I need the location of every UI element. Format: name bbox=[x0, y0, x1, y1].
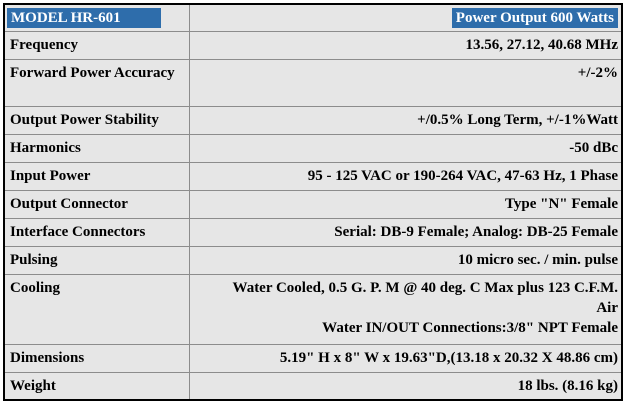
row-value: 13.56, 27.12, 40.68 MHz bbox=[188, 30, 623, 60]
table-row: Harmonics -50 dBc bbox=[3, 133, 623, 163]
header-row: MODEL HR-601 Power Output 600 Watts bbox=[3, 3, 623, 32]
row-value: 10 micro sec. / min. pulse bbox=[188, 245, 623, 275]
power-output-title[interactable]: Power Output 600 Watts bbox=[451, 8, 618, 28]
row-label: Interface Connectors bbox=[3, 217, 190, 247]
table-row: Frequency 13.56, 27.12, 40.68 MHz bbox=[3, 30, 623, 60]
table-row: Output Connector Type "N" Female bbox=[3, 189, 623, 219]
row-label: Pulsing bbox=[3, 245, 190, 275]
row-value: Type "N" Female bbox=[188, 189, 623, 219]
table-row: Pulsing 10 micro sec. / min. pulse bbox=[3, 245, 623, 275]
cooling-line: Water IN/OUT Connections:3/8" NPT Female bbox=[322, 319, 618, 336]
cooling-line: Water Cooled, 0.5 G. P. M @ 40 deg. C Ma… bbox=[232, 279, 618, 296]
row-value: +/0.5% Long Term, +/-1%Watt bbox=[188, 105, 623, 135]
row-value: 95 - 125 VAC or 190-264 VAC, 47-63 Hz, 1… bbox=[188, 161, 623, 191]
row-label: Output Connector bbox=[3, 189, 190, 219]
row-value: 18 lbs. (8.16 kg) bbox=[188, 371, 623, 401]
model-title[interactable]: MODEL HR-601 bbox=[7, 8, 161, 28]
cooling-line: Air bbox=[596, 299, 618, 316]
table-row: Forward Power Accuracy +/-2% bbox=[3, 58, 623, 107]
row-label: Input Power bbox=[3, 161, 190, 191]
row-label: Dimensions bbox=[3, 343, 190, 373]
row-label: Forward Power Accuracy bbox=[3, 58, 190, 107]
row-value: -50 dBc bbox=[188, 133, 623, 163]
row-value: Water Cooled, 0.5 G. P. M @ 40 deg. C Ma… bbox=[188, 273, 623, 345]
table-row: Cooling Water Cooled, 0.5 G. P. M @ 40 d… bbox=[3, 273, 623, 345]
table-row: Input Power 95 - 125 VAC or 190-264 VAC,… bbox=[3, 161, 623, 191]
model-cell: MODEL HR-601 bbox=[3, 3, 190, 32]
row-label: Cooling bbox=[3, 273, 190, 345]
table-row: Weight 18 lbs. (8.16 kg) bbox=[3, 371, 623, 401]
spec-table: MODEL HR-601 Power Output 600 Watts Freq… bbox=[3, 3, 623, 401]
table-row: Interface Connectors Serial: DB-9 Female… bbox=[3, 217, 623, 247]
power-output-cell: Power Output 600 Watts bbox=[188, 3, 623, 32]
table-row: Dimensions 5.19" H x 8" W x 19.63"D,(13.… bbox=[3, 343, 623, 373]
table-row: Output Power Stability +/0.5% Long Term,… bbox=[3, 105, 623, 135]
row-value: +/-2% bbox=[188, 58, 623, 107]
row-label: Output Power Stability bbox=[3, 105, 190, 135]
row-label: Harmonics bbox=[3, 133, 190, 163]
row-value: Serial: DB-9 Female; Analog: DB-25 Femal… bbox=[188, 217, 623, 247]
row-label: Frequency bbox=[3, 30, 190, 60]
row-value: 5.19" H x 8" W x 19.63"D,(13.18 x 20.32 … bbox=[188, 343, 623, 373]
row-label: Weight bbox=[3, 371, 190, 401]
